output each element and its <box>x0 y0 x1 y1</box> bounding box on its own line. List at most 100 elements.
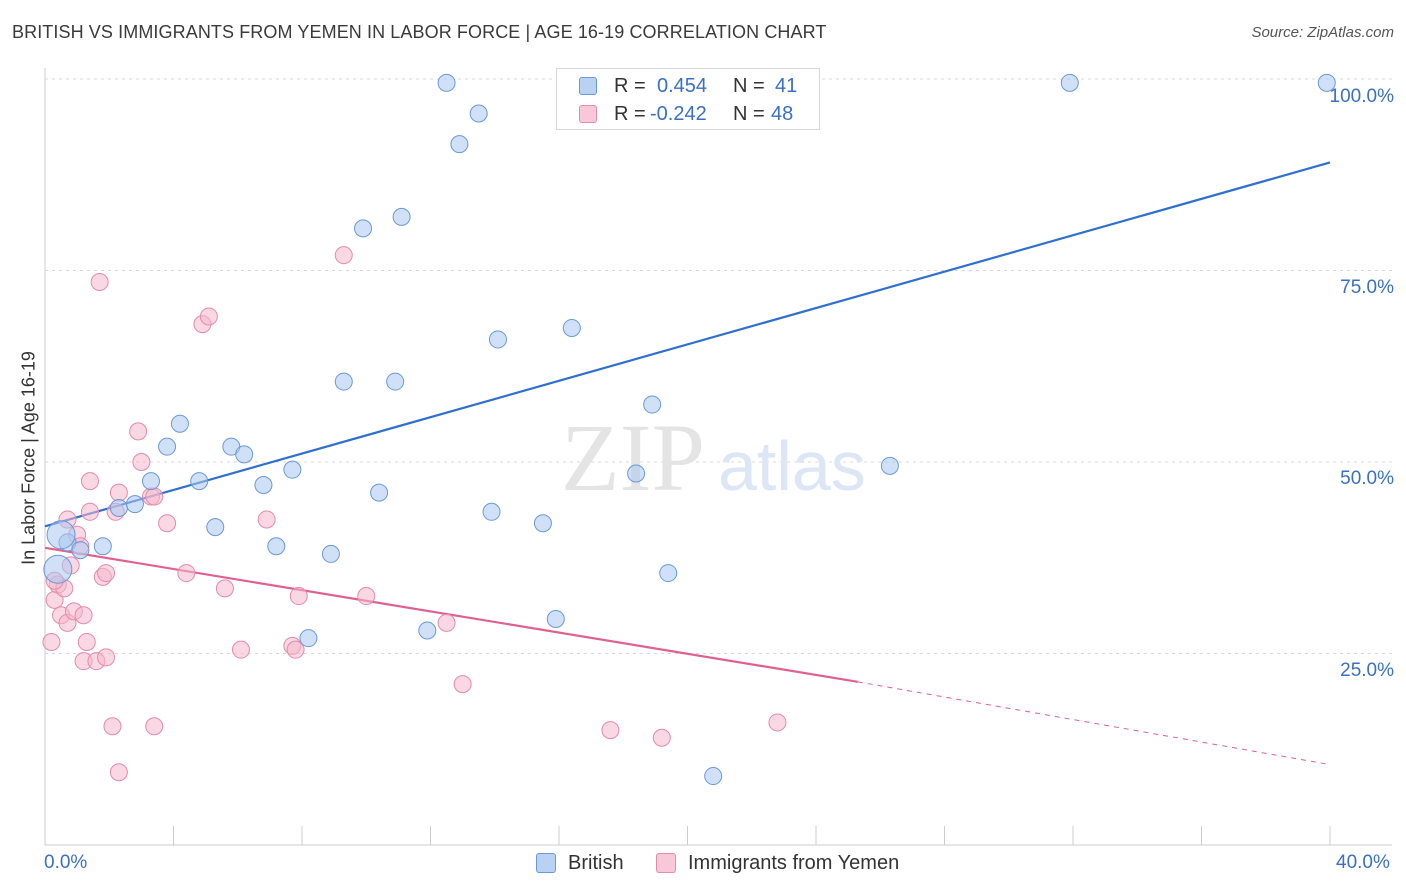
data-point-yemen <box>132 453 151 471</box>
x-tick-label-left: 0.0% <box>44 852 88 873</box>
trend-line-british <box>44 161 1331 528</box>
data-point-yemen <box>177 564 196 583</box>
data-point-british <box>450 135 469 154</box>
data-point-yemen <box>80 502 99 521</box>
data-point-british <box>109 498 128 517</box>
data-point-yemen <box>437 613 456 632</box>
legend-r-value: 0.454 <box>657 75 708 97</box>
data-point-british <box>562 318 581 337</box>
legend-r-label: R = <box>614 75 646 97</box>
yemen-swatch <box>579 105 597 123</box>
data-point-british <box>437 73 456 92</box>
data-point-british <box>392 207 411 226</box>
watermark-atlas: atlas <box>718 427 866 505</box>
legend-n-label: N = <box>733 75 765 97</box>
data-point-british <box>1317 73 1336 92</box>
chart-title: BRITISH VS IMMIGRANTS FROM YEMEN IN LABO… <box>12 22 827 42</box>
data-point-yemen <box>652 728 671 747</box>
data-point-yemen <box>145 717 164 736</box>
watermark: ZIP atlas <box>561 404 866 511</box>
data-point-british <box>170 414 189 433</box>
stats-legend: R = 0.454 N = 41 R = -0.242 N = 48 <box>556 68 820 130</box>
data-point-british <box>190 472 209 491</box>
data-point-yemen <box>286 640 305 659</box>
x-tick-label-right: 40.0% <box>1336 852 1390 873</box>
data-point-yemen <box>257 510 276 529</box>
data-point-british <box>469 104 488 123</box>
data-point-british <box>659 564 678 583</box>
legend-row-yemen: R = -0.242 N = 48 <box>557 101 819 129</box>
source-attribution: Source: ZipAtlas.com <box>1251 24 1394 41</box>
y-tick-label: 25.0% <box>1340 660 1394 681</box>
data-point-yemen <box>80 472 99 491</box>
data-point-yemen <box>357 587 376 606</box>
legend-n-value: 48 <box>771 103 794 125</box>
y-tick-label: 75.0% <box>1340 277 1394 298</box>
data-point-british <box>43 554 73 584</box>
data-point-british <box>142 472 161 491</box>
data-point-yemen <box>215 579 234 598</box>
data-point-yemen <box>768 713 787 732</box>
data-point-yemen <box>77 633 96 652</box>
data-point-yemen <box>90 272 109 291</box>
trend-line-yemen-extension <box>857 681 1331 766</box>
data-point-british <box>627 464 646 483</box>
data-point-british <box>254 475 273 494</box>
data-point-british <box>533 514 552 533</box>
axes <box>44 68 1392 846</box>
series-yemen-points <box>42 246 787 782</box>
legend-r-value: -0.242 <box>650 103 707 125</box>
data-point-british <box>643 395 662 414</box>
data-point-british <box>1060 73 1079 92</box>
data-point-british <box>46 520 76 550</box>
y-tick-label: 100.0% <box>1329 86 1394 107</box>
data-point-british <box>334 372 353 391</box>
y-axis-label: In Labor Force | Age 16-19 <box>18 351 39 565</box>
data-point-british <box>546 610 565 629</box>
data-point-british <box>354 219 373 238</box>
data-point-british <box>704 767 723 786</box>
y-tick-label: 50.0% <box>1340 468 1394 489</box>
data-point-yemen <box>289 587 308 606</box>
legend-row-british: R = 0.454 N = 41 <box>557 73 819 101</box>
legend-n-label: N = <box>733 103 765 125</box>
british-swatch <box>579 77 597 95</box>
data-point-british <box>283 460 302 479</box>
data-point-yemen <box>109 763 128 782</box>
grid-lines <box>45 78 1392 654</box>
data-point-yemen <box>334 246 353 265</box>
data-point-yemen <box>103 717 122 736</box>
data-point-yemen <box>601 721 620 740</box>
yemen-swatch <box>656 853 676 873</box>
data-point-yemen <box>97 564 116 583</box>
data-point-yemen <box>453 675 472 694</box>
data-point-yemen <box>158 514 177 533</box>
watermark-zip: ZIP <box>561 404 705 511</box>
legend-label-british: British <box>568 852 624 874</box>
legend-n-value: 41 <box>775 75 798 97</box>
data-point-british <box>418 621 437 640</box>
data-point-british <box>235 445 254 464</box>
data-point-british <box>158 437 177 456</box>
data-point-yemen <box>231 640 250 659</box>
data-point-yemen <box>97 648 116 667</box>
series-british-points <box>43 73 1336 786</box>
data-point-yemen <box>74 606 93 625</box>
data-point-british <box>206 518 225 537</box>
data-point-yemen <box>42 633 61 652</box>
data-point-british <box>482 502 501 521</box>
data-point-british <box>488 330 507 349</box>
british-swatch <box>536 853 556 873</box>
data-point-british <box>299 629 318 648</box>
data-point-british <box>71 541 90 560</box>
data-point-yemen <box>199 307 218 326</box>
legend-label-yemen: Immigrants from Yemen <box>688 852 900 874</box>
data-point-british <box>93 537 112 556</box>
data-point-british <box>370 483 389 502</box>
data-point-british <box>321 544 340 563</box>
trend-line-yemen <box>44 546 858 683</box>
data-point-british <box>267 537 286 556</box>
data-point-yemen <box>145 487 164 506</box>
data-point-yemen <box>129 422 148 441</box>
data-point-british <box>880 456 899 475</box>
